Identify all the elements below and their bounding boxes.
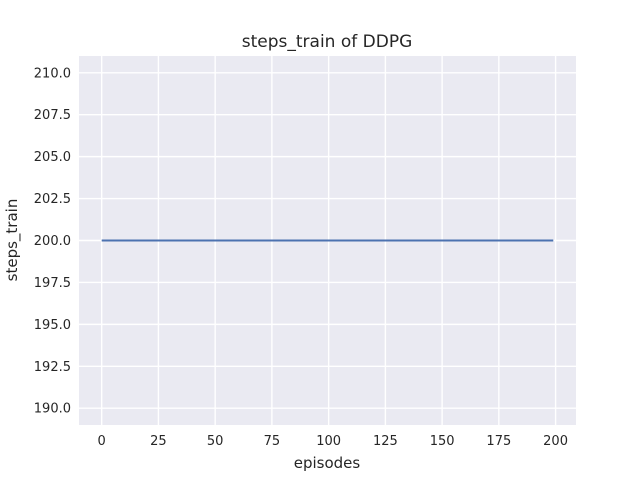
x-tick-label: 200	[543, 434, 568, 449]
x-tick-label: 150	[430, 434, 455, 449]
x-tick-label: 0	[98, 434, 106, 449]
x-tick-label: 25	[150, 434, 167, 449]
y-axis-label: steps_train	[3, 199, 22, 282]
plot-layer: 0 25 50 75 100 125 150 175 200 190.0 192.5 195.0 197…	[34, 56, 576, 449]
y-tick-label: 197.5	[34, 276, 71, 291]
y-tick-label: 190.0	[34, 402, 71, 417]
x-axis-label: episodes	[294, 454, 361, 472]
y-tick-label: 200.0	[34, 234, 71, 249]
x-tick-label: 175	[486, 434, 511, 449]
y-tick-label: 202.5	[34, 192, 71, 207]
x-tick-label: 50	[207, 434, 224, 449]
y-tick-label: 210.0	[34, 66, 71, 81]
chart-title: steps_train of DDPG	[242, 32, 413, 52]
y-tick-label: 195.0	[34, 318, 71, 333]
x-tick-label: 125	[373, 434, 398, 449]
y-tick-label: 192.5	[34, 360, 71, 375]
y-tick-label: 207.5	[34, 108, 71, 123]
x-tick-label: 100	[316, 434, 341, 449]
y-tick-label: 205.0	[34, 150, 71, 165]
x-tick-label: 75	[264, 434, 281, 449]
